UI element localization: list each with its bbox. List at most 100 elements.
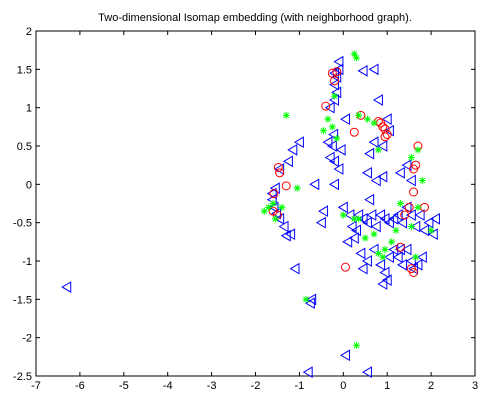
data-point-triangle — [381, 274, 392, 287]
data-point-star — [355, 111, 363, 119]
data-point-star — [412, 253, 420, 261]
data-point-triangle — [416, 251, 427, 264]
data-point-triangle — [346, 220, 357, 233]
data-point-triangle — [392, 251, 403, 264]
data-point-circle — [269, 189, 279, 199]
data-point-triangle — [423, 216, 434, 229]
x-tick-label: 3 — [472, 380, 478, 392]
data-point-triangle — [414, 209, 425, 221]
data-point-star — [350, 50, 358, 58]
data-point-star — [278, 203, 286, 211]
data-point-star — [302, 295, 310, 303]
data-point-triangle — [364, 147, 375, 160]
data-point-circle — [349, 127, 359, 137]
data-point-triangle — [368, 136, 379, 149]
data-point-star — [328, 123, 336, 131]
data-point-star — [271, 215, 279, 223]
data-point-triangle — [388, 243, 399, 256]
data-point-triangle — [329, 178, 340, 191]
chart-title: Two-dimensional Isomap embedding (with n… — [98, 12, 412, 24]
data-point-triangle — [357, 212, 368, 225]
data-point-triangle — [401, 243, 412, 256]
data-point-triangle — [394, 166, 405, 179]
data-point-star — [339, 211, 347, 219]
data-point-triangle — [377, 278, 388, 290]
data-point-star — [370, 230, 378, 238]
data-point-star — [269, 200, 277, 207]
data-point-triangle — [357, 64, 368, 77]
data-point-circle — [409, 187, 419, 197]
data-point-triangle — [361, 166, 372, 179]
x-tick-label: -3 — [207, 380, 217, 392]
data-point-star — [407, 223, 415, 230]
data-point-triangle — [302, 366, 313, 379]
y-tick-label: 0 — [26, 179, 32, 191]
y-tick-label: 0.5 — [17, 141, 32, 153]
data-points — [61, 50, 440, 379]
data-point-triangle — [322, 136, 333, 149]
data-point-triangle — [392, 209, 403, 221]
data-point-triangle — [370, 174, 381, 187]
data-point-triangle — [337, 201, 348, 214]
x-tick-label: -2 — [251, 380, 261, 392]
data-point-triangle — [383, 216, 394, 229]
data-point-star — [414, 203, 422, 211]
data-point-triangle — [361, 216, 372, 229]
data-point-star — [331, 92, 339, 100]
data-point-star — [427, 226, 435, 234]
data-point-triangle — [278, 220, 289, 233]
x-axis: -7 -6 -5 -4 -3 -2 -1 0 1 2 3 — [31, 31, 478, 392]
data-point-triangle — [340, 113, 350, 126]
data-point-triangle — [285, 228, 296, 241]
data-point-star — [352, 341, 360, 349]
data-point-triangle — [61, 281, 72, 293]
data-point-star — [418, 177, 426, 184]
data-point-triangle — [368, 63, 379, 76]
data-point-triangle — [405, 174, 416, 187]
x-tick-label: 0 — [340, 380, 346, 392]
x-tick-label: 2 — [428, 380, 434, 392]
data-point-triangle — [287, 143, 298, 156]
data-point-triangle — [335, 143, 346, 156]
data-point-triangle — [357, 262, 368, 275]
y-axis: -2.5 -2 -1.5 -1 -0.5 0 0.5 1 1.5 2 — [13, 26, 475, 383]
data-point-star — [355, 215, 363, 223]
data-point-circle — [378, 122, 388, 132]
x-tick-label: -5 — [119, 380, 129, 392]
data-point-triangle — [364, 193, 375, 206]
data-point-triangle — [328, 128, 339, 141]
data-point-star — [374, 249, 382, 257]
data-point-circle — [382, 130, 392, 139]
data-point-circle — [281, 181, 291, 191]
y-tick-label: 2 — [26, 26, 32, 38]
data-point-triangle — [410, 220, 421, 233]
data-point-triangle — [408, 262, 419, 275]
data-point-triangle — [355, 247, 366, 260]
data-point-star — [370, 119, 378, 127]
data-point-triangle — [394, 243, 405, 256]
data-point-triangle — [361, 366, 372, 379]
series-triangle-left — [61, 55, 440, 379]
y-tick-label: -1.5 — [13, 294, 32, 306]
data-point-triangle — [342, 235, 353, 248]
data-point-triangle — [377, 170, 388, 183]
data-point-star — [388, 238, 396, 246]
y-tick-label: -2 — [22, 333, 32, 345]
data-point-star — [333, 134, 341, 142]
x-tick-label: -4 — [163, 380, 173, 392]
data-point-triangle — [324, 151, 335, 164]
data-point-triangle — [309, 178, 320, 191]
data-point-triangle — [377, 140, 388, 152]
data-point-circle — [332, 67, 342, 77]
data-point-star — [392, 226, 400, 234]
data-point-triangle — [340, 349, 350, 362]
data-point-triangle — [280, 229, 291, 242]
y-tick-label: -0.5 — [13, 218, 32, 230]
data-point-triangle — [401, 201, 412, 214]
data-point-star — [320, 127, 328, 135]
data-point-star — [260, 207, 268, 215]
data-point-circle — [275, 168, 285, 178]
x-tick-label: 1 — [384, 380, 390, 392]
data-point-triangle — [381, 113, 392, 126]
